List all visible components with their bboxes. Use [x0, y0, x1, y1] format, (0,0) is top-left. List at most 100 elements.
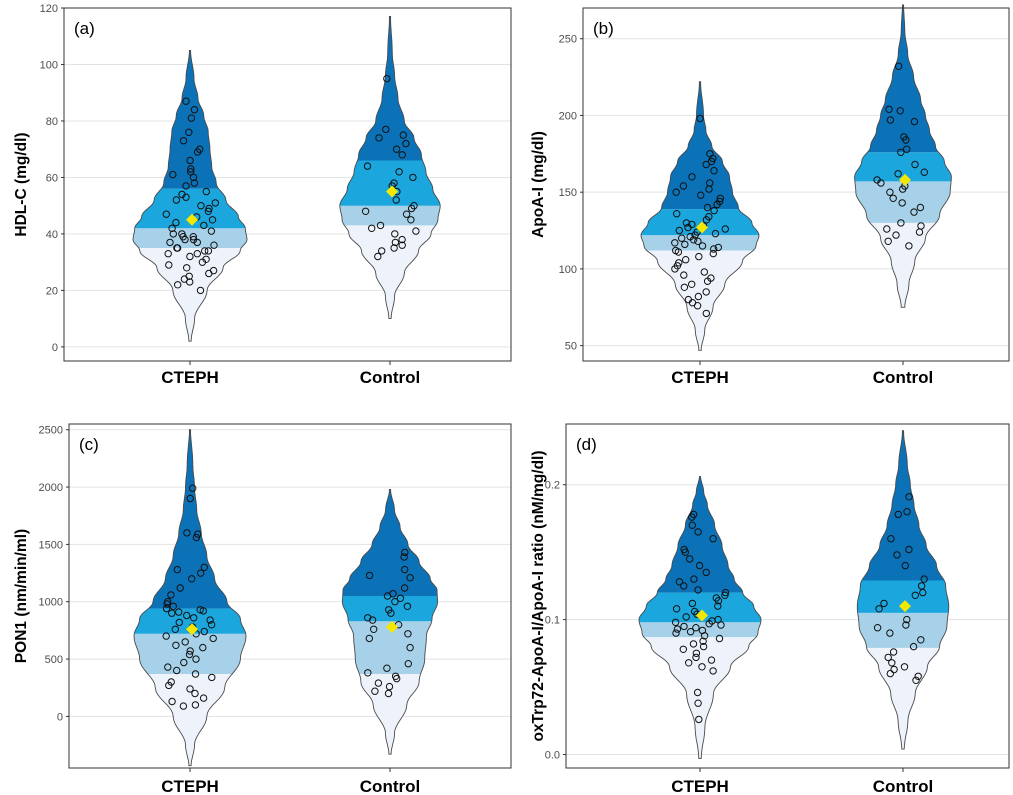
data-point [374, 679, 383, 687]
data-point [883, 225, 891, 233]
y-tick-label: 120 [40, 3, 58, 15]
data-point [672, 605, 681, 613]
violin-cteph [638, 476, 762, 760]
data-point [173, 666, 181, 675]
quartile-band-3 [134, 188, 246, 229]
y-tick-label: 2000 [39, 482, 63, 494]
data-point [175, 618, 184, 627]
data-point [681, 548, 689, 556]
data-point [705, 185, 713, 193]
data-point [702, 568, 710, 577]
data-point [672, 629, 680, 637]
data-point [713, 200, 721, 209]
data-point [208, 673, 216, 682]
data-point [401, 548, 409, 557]
data-point [682, 219, 691, 227]
y-tick-label: 1500 [39, 539, 63, 551]
data-point [686, 555, 694, 563]
data-point [721, 591, 729, 599]
data-point [691, 231, 699, 239]
data-point [685, 659, 693, 667]
data-point [911, 591, 919, 599]
data-point [888, 659, 896, 667]
data-point [199, 694, 208, 702]
data-point [412, 227, 420, 235]
violin-cteph [133, 429, 247, 767]
mean-marker [696, 221, 708, 234]
data-point [382, 125, 390, 134]
data-point [402, 139, 410, 148]
data-point [179, 137, 188, 145]
data-point [172, 218, 180, 227]
data-point [384, 689, 393, 698]
data-point [183, 611, 191, 620]
data-point [390, 244, 398, 252]
data-point [169, 602, 178, 610]
panel-border [63, 7, 512, 362]
data-point [387, 609, 395, 617]
data-point [679, 182, 688, 190]
data-point [166, 238, 174, 247]
data-point [710, 167, 718, 175]
mean-marker [386, 185, 398, 198]
violin-outline [640, 81, 760, 351]
data-point [905, 242, 913, 250]
data-point [681, 240, 689, 249]
data-point [395, 168, 403, 176]
data-point [182, 97, 190, 105]
data-point [674, 248, 683, 256]
data-point [682, 613, 690, 621]
data-point [374, 252, 382, 261]
data-point [715, 634, 724, 643]
data-point [169, 230, 178, 238]
mean-marker [186, 623, 198, 636]
data-point [162, 210, 171, 218]
data-point [365, 634, 373, 643]
data-point [892, 231, 900, 239]
data-point [188, 575, 196, 583]
data-point [680, 283, 689, 291]
quartile-band-1 [138, 248, 242, 342]
data-point [368, 616, 377, 624]
data-point [693, 302, 702, 310]
quartile-band-3 [134, 608, 246, 634]
data-point [187, 165, 195, 173]
data-point [396, 594, 405, 602]
data-point [684, 223, 692, 232]
violin-control [341, 488, 439, 755]
data-point [900, 663, 909, 671]
data-point [915, 228, 924, 236]
data-point [371, 687, 379, 695]
data-point [679, 645, 687, 653]
data-point [694, 528, 702, 536]
data-point [181, 638, 189, 646]
data-point [696, 114, 704, 123]
data-point [197, 569, 205, 577]
data-point [910, 208, 918, 216]
data-point [393, 674, 401, 683]
data-point [694, 292, 703, 301]
data-point [698, 242, 707, 250]
quartile-band-1 [866, 647, 940, 750]
data-point [692, 624, 700, 632]
data-point [185, 128, 193, 137]
data-point [364, 669, 372, 677]
category-label: CTEPH [161, 368, 219, 387]
data-point [688, 521, 696, 529]
data-point [886, 116, 895, 124]
data-point [385, 682, 394, 691]
data-point [694, 586, 702, 594]
panel-c: 0 500 1000 1500 2000 2500 CTEPH Control (c) PON1 … [13, 423, 512, 795]
quartile-band-4 [342, 489, 438, 596]
data-point [186, 685, 194, 693]
data-point [189, 173, 198, 182]
y-tick-label: 0.2 [545, 480, 560, 492]
data-point [903, 615, 911, 624]
data-point [209, 634, 217, 643]
y-axis-title: HDL-C (mg/dl) [13, 132, 30, 236]
data-point [190, 179, 199, 187]
data-point [181, 235, 189, 244]
data-point [710, 245, 718, 253]
data-point [193, 148, 202, 156]
data-point [886, 188, 894, 196]
